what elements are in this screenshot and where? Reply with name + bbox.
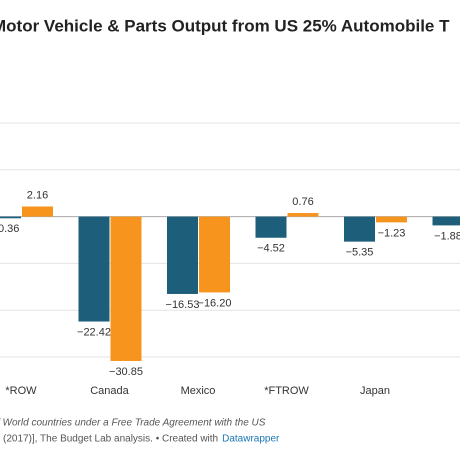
source: l (2017)], The Budget Lab analysis. • Cr… [0, 434, 218, 445]
value-label: 0.76 [292, 196, 313, 208]
value-label: −5.35 [346, 247, 374, 259]
bar [22, 206, 53, 217]
value-label: −16.53 [166, 299, 200, 311]
value-label: −1.23 [378, 227, 406, 239]
x-tick-label: *ROW [5, 385, 37, 397]
bar [167, 216, 198, 294]
note: f World countries under a Free Trade Agr… [0, 418, 266, 429]
x-tick-label: Japan [360, 385, 390, 397]
bar [344, 216, 375, 242]
bar [199, 216, 230, 293]
value-label: −22.42 [77, 326, 111, 338]
value-label: −1.88 [434, 230, 460, 242]
x-tick-label: Canada [90, 385, 129, 397]
bar [0, 216, 21, 219]
value-label: −4.52 [257, 243, 285, 255]
value-label: −30.85 [109, 366, 143, 378]
bar [255, 216, 287, 238]
x-tick-label: Mexico [181, 385, 216, 397]
bar [432, 216, 460, 226]
value-label: −0.36 [0, 223, 19, 235]
credit-link[interactable]: Datawrapper [222, 434, 280, 445]
bar [110, 216, 142, 361]
value-label: −16.20 [198, 297, 232, 309]
bar [78, 216, 110, 322]
x-tick-label: *FTROW [264, 385, 309, 397]
value-label: 2.16 [27, 189, 48, 201]
bar [287, 213, 319, 217]
chart-title: Motor Vehicle & Parts Output from US 25%… [0, 16, 450, 35]
bar [376, 216, 407, 223]
